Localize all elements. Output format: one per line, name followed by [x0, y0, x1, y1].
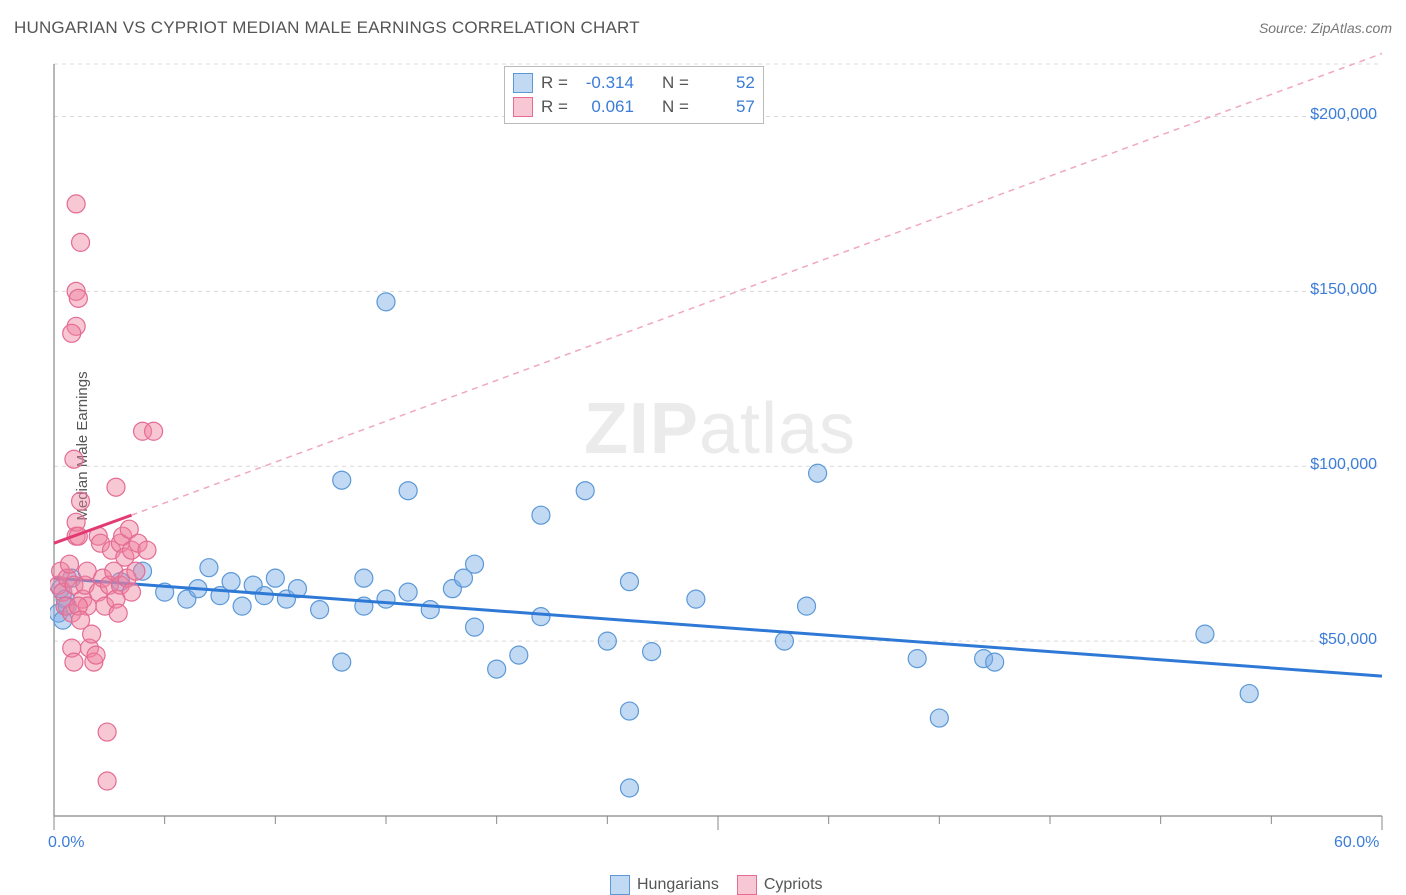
r-label: R =: [541, 73, 568, 93]
r-value: -0.314: [576, 73, 634, 93]
legend-item: Hungarians: [610, 875, 719, 895]
source-label: Source: ZipAtlas.com: [1259, 20, 1392, 36]
series-swatch: [610, 875, 630, 895]
stats-row: R = -0.314 N = 52: [513, 71, 755, 95]
stats-row: R = 0.061 N = 57: [513, 95, 755, 119]
n-label: N =: [662, 73, 689, 93]
series-swatch: [513, 97, 533, 117]
legend-label: Cypriots: [764, 876, 823, 894]
scatter-chart: [50, 50, 1390, 890]
x-axis-end-label: 60.0%: [1334, 834, 1379, 852]
series-legend: Hungarians Cypriots: [610, 875, 823, 895]
n-value: 52: [697, 73, 755, 93]
n-value: 57: [697, 97, 755, 117]
legend-item: Cypriots: [737, 875, 823, 895]
x-axis-end-label: 0.0%: [48, 834, 84, 852]
y-tick-label: $200,000: [1287, 106, 1377, 124]
r-value: 0.061: [576, 97, 634, 117]
legend-label: Hungarians: [637, 876, 719, 894]
correlation-stats-box: R = -0.314 N = 52 R = 0.061 N = 57: [504, 66, 764, 124]
y-tick-label: $50,000: [1287, 631, 1377, 649]
chart-title: HUNGARIAN VS CYPRIOT MEDIAN MALE EARNING…: [14, 18, 640, 38]
series-swatch: [513, 73, 533, 93]
plot-area: ZIPatlas R =-0.314N =52R =0.061N =57 Hun…: [50, 50, 1390, 840]
r-label: R =: [541, 97, 568, 117]
chart-header: HUNGARIAN VS CYPRIOT MEDIAN MALE EARNING…: [14, 18, 1392, 38]
y-tick-label: $100,000: [1287, 456, 1377, 474]
series-swatch: [737, 875, 757, 895]
y-tick-label: $150,000: [1287, 281, 1377, 299]
n-label: N =: [662, 97, 689, 117]
